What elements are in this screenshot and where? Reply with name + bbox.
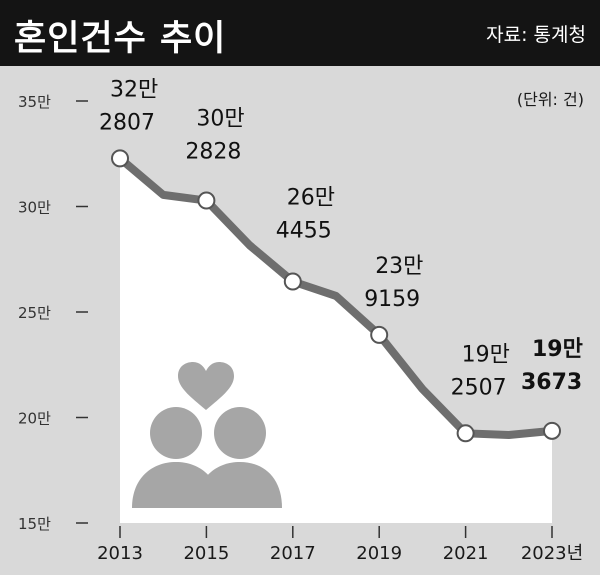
chart-header: 혼인건수 추이 자료: 통계청: [0, 0, 600, 66]
data-point-2023: [543, 421, 561, 440]
data-label-2023-line2: 3673: [521, 370, 582, 395]
data-point-2017: [283, 272, 302, 291]
data-label-2019-line2: 9159: [364, 287, 420, 312]
data-label-2017-line2: 4455: [276, 218, 332, 243]
data-label-2013-line2: 2807: [99, 110, 155, 135]
data-label-2021-line2: 2507: [451, 375, 507, 400]
y-tick-label-1: 20만: [18, 410, 51, 428]
data-label-2015-line2: 2828: [185, 140, 241, 165]
source-label: 자료: 통계청: [486, 24, 586, 46]
x-tick-label-0: 2013: [97, 543, 143, 564]
data-point-2021: [456, 424, 475, 443]
data-label-2015-line1: 30만: [196, 107, 244, 132]
data-point-2013: [111, 149, 129, 168]
data-label-2013-line1: 32만: [110, 77, 158, 102]
couple-heart-icon: [132, 362, 282, 508]
y-tick-label-2: 25만: [18, 304, 51, 322]
x-tick-label-4: 2021: [443, 543, 489, 564]
data-label-2023-line1: 19만: [532, 337, 583, 362]
x-tick-label-3: 2019: [356, 543, 402, 564]
y-tick-label-4: 35만: [18, 93, 51, 111]
unit-label: (단위: 건): [516, 90, 584, 109]
data-label-2021-line1: 19만: [462, 342, 510, 367]
y-tick-label-0: 15만: [18, 515, 51, 533]
series-line: [116, 154, 556, 440]
x-tick-label-2: 2017: [270, 543, 316, 564]
chart-title: 혼인건수 추이: [14, 19, 227, 59]
y-tick-label-3: 30만: [18, 199, 51, 217]
data-label-2019-line1: 23만: [375, 254, 423, 279]
x-tick-label-1: 2015: [183, 543, 229, 564]
data-label-2017-line1: 26만: [287, 185, 335, 210]
x-tick-label-5: 2023년: [521, 543, 583, 564]
data-point-2019: [370, 325, 389, 344]
data-point-2015: [197, 191, 216, 210]
